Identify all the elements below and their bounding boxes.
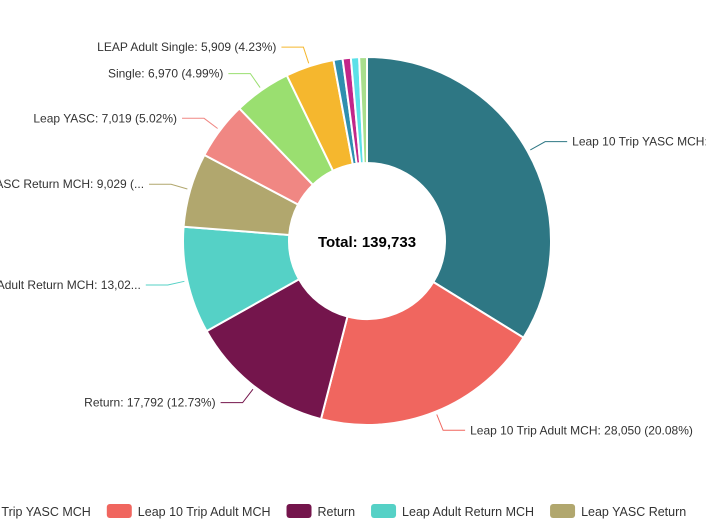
slice-return[interactable] [205, 277, 349, 421]
legend-swatch [371, 504, 397, 518]
slice-label-leap-yasc-return-mch: YASC Return MCH: 9,029 (... [0, 177, 144, 191]
leader-line-single [228, 73, 261, 88]
slice-other-d[interactable] [358, 55, 368, 165]
leader-line-leap-adult-return-mch [145, 280, 185, 286]
leader-line-leap-10-trip-yasc-mch [530, 141, 568, 151]
legend-label: Leap 10 Trip Adult MCH [138, 505, 271, 519]
legend-item-leap-yasc-return[interactable]: Leap YASC Return [550, 504, 686, 519]
legend-item-leap-10-trip-adult-mch[interactable]: Leap 10 Trip Adult MCH [106, 504, 271, 519]
slice-label-leap-10-trip-yasc-mch: Leap 10 Trip YASC MCH: [572, 135, 706, 149]
leader-line-leap-adult-single [281, 46, 310, 64]
leader-line-leap-yasc [182, 117, 218, 129]
slice-label-leap-adult-single: LEAP Adult Single: 5,909 (4.23%) [97, 40, 276, 54]
donut-slices [182, 55, 552, 426]
slice-label-leap-yasc: Leap YASC: 7,019 (5.02%) [33, 111, 177, 125]
legend-label: Leap YASC Return [581, 505, 686, 519]
slice-labels: Leap 10 Trip YASC MCH: Leap 10 Trip Adult… [0, 40, 706, 437]
leader-line-leap-10-trip-adult-mch [436, 414, 466, 431]
slice-label-single: Single: 6,970 (4.99%) [108, 67, 223, 81]
leader-line-return [220, 388, 254, 404]
leader-line-leap-yasc-return-mch [149, 183, 188, 190]
slice-label-leap-10-trip-adult-mch: Leap 10 Trip Adult MCH: 28,050 (20.08%) [470, 423, 693, 437]
legend-swatch [550, 504, 576, 518]
slice-leap-10-trip-adult-mch[interactable] [319, 280, 525, 426]
slice-label-leap-adult-return-mch: Adult Return MCH: 13,02... [0, 278, 141, 292]
legend-label: Return [318, 505, 356, 519]
legend-item-return[interactable]: Return [286, 504, 356, 519]
slice-label-return: Return: 17,792 (12.73%) [84, 396, 215, 410]
legend-swatch [106, 504, 132, 518]
legend-item-leap-10-trip-yasc-mch[interactable]: Leap 10 Trip YASC MCH [0, 504, 91, 519]
center-total-label: Total: 139,733 [318, 234, 416, 251]
legend-item-leap-adult-return-mch[interactable]: Leap Adult Return MCH [371, 504, 534, 519]
legend[interactable]: Leap 10 Trip YASC MCH Leap 10 Trip Adult … [0, 504, 686, 519]
legend-label: Leap Adult Return MCH [402, 505, 534, 519]
legend-swatch [286, 504, 312, 518]
slice-leap-10-trip-yasc-mch[interactable] [366, 55, 552, 340]
legend-label: Leap 10 Trip YASC MCH [0, 505, 91, 519]
leader-lines [145, 46, 568, 431]
